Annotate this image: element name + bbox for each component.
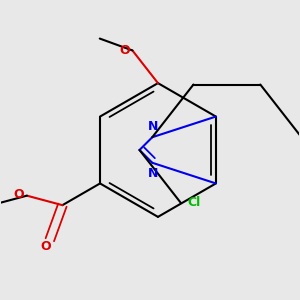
Text: N: N (148, 167, 158, 180)
Text: N: N (148, 120, 158, 133)
Text: O: O (41, 240, 51, 253)
Text: O: O (119, 44, 130, 57)
Text: O: O (14, 188, 24, 201)
Text: Cl: Cl (187, 196, 200, 209)
